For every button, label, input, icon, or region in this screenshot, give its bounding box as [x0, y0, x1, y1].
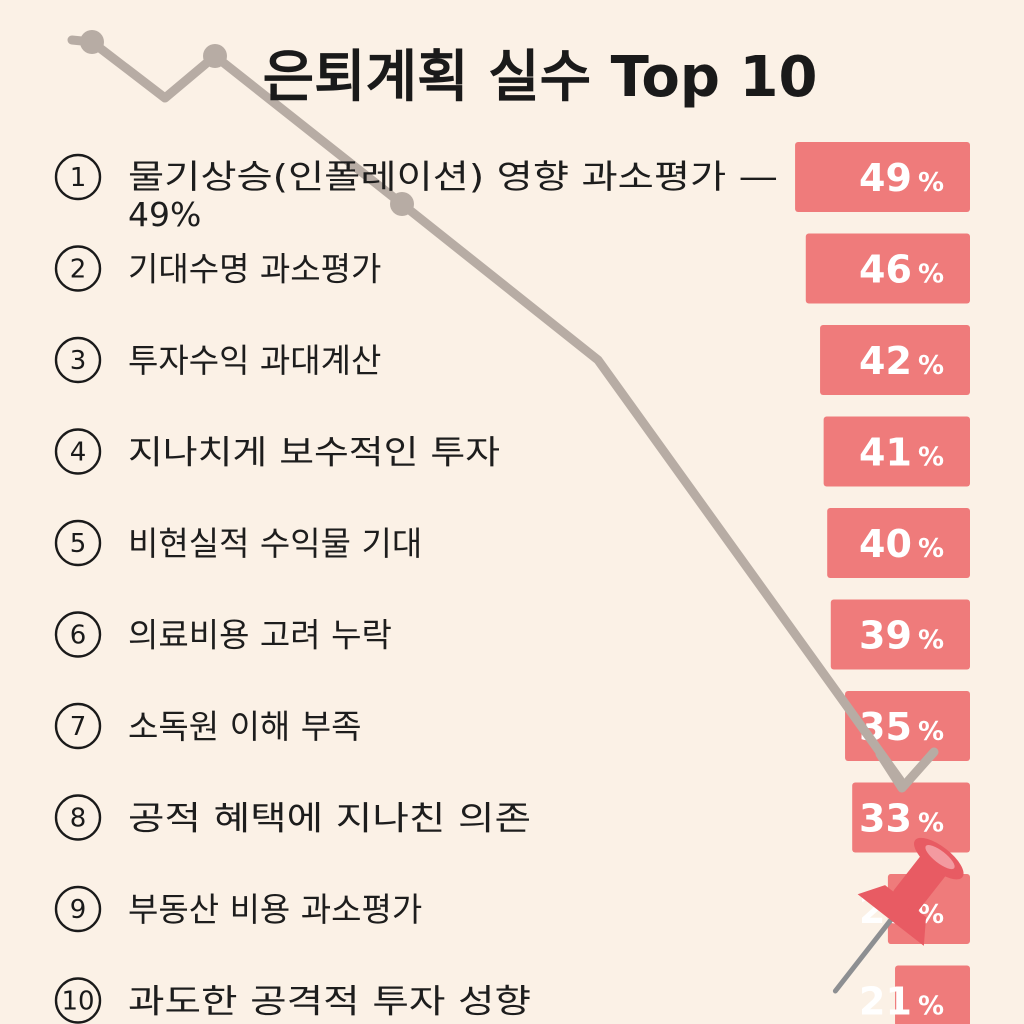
bar-1 — [795, 142, 970, 212]
rank-number-5: 5 — [70, 529, 87, 559]
category-label-5: 비현실적 수익물 기대 — [128, 524, 422, 563]
value-label-4: 41% — [859, 431, 944, 475]
bar-6 — [830, 599, 970, 670]
value-label-10: 21% — [859, 980, 944, 1024]
rank-badge-4 — [54, 428, 102, 475]
category-label-3: 투자수익 과대계산 — [128, 341, 381, 380]
category-label-10: 과도한 공격적 투자 성향 — [128, 982, 531, 1021]
rank-number-4: 4 — [70, 438, 87, 468]
category-label-2: 기대수명 과소평가 — [128, 250, 381, 289]
chart-title: 은퇴계획 실수 Top 10 — [263, 45, 818, 110]
rank-number-1: 1 — [70, 163, 87, 193]
bar-8 — [852, 782, 970, 853]
rank-number-9: 9 — [70, 895, 87, 925]
value-label-8: 33% — [859, 797, 944, 841]
bar-4 — [823, 416, 970, 487]
category-label-1-line2: 49% — [128, 195, 201, 234]
trend-arrow-icon — [67, 30, 939, 793]
value-label-1: 49% — [859, 156, 944, 200]
bar-5 — [827, 508, 970, 578]
rank-number-8: 8 — [70, 804, 87, 834]
rank-number-2: 2 — [70, 255, 87, 285]
bar-3 — [820, 325, 970, 395]
rank-badge-10 — [54, 977, 102, 1024]
bar-10 — [895, 965, 970, 1024]
value-label-5: 40% — [859, 522, 944, 566]
value-label-2: 46% — [859, 248, 944, 292]
rank-badge-7 — [54, 702, 102, 750]
category-label-6: 의료비용 고려 누락 — [128, 616, 392, 655]
category-label-1: 물기상승(인폴레이션) 영향 과소평가 — — [128, 157, 778, 196]
rank-badge-6 — [54, 611, 102, 658]
category-label-9: 부동산 비용 과소평가 — [128, 890, 422, 929]
rank-number-7: 7 — [70, 712, 87, 742]
rank-badge-8 — [54, 794, 102, 841]
bar-2 — [805, 233, 970, 304]
value-label-3: 42% — [859, 339, 944, 383]
rank-number-10: 10 — [61, 987, 94, 1017]
category-label-7: 소독원 이해 부족 — [128, 707, 362, 746]
rank-badge-9 — [54, 885, 102, 933]
rank-badge-3 — [54, 336, 102, 384]
rank-number-3: 3 — [70, 346, 87, 376]
category-label-8: 공적 혜택에 지나친 의존 — [128, 799, 531, 838]
rank-badge-1 — [54, 153, 102, 201]
rank-badge-5 — [54, 519, 102, 567]
push-pin-icon — [832, 837, 964, 994]
rank-number-6: 6 — [70, 621, 87, 651]
labels-layer: 1 물기상승(인폴레이션) 영향 과소평가 —49% 2 기대수명 과소평가 3 투자수익… — [54, 153, 778, 1024]
bars-layer: 49%46%42%41%40%39%35%33%23%21% — [795, 142, 970, 1024]
rank-badge-2 — [54, 245, 102, 292]
category-label-4: 지나치게 보수적인 투자 — [128, 433, 500, 472]
value-label-6: 39% — [859, 614, 944, 658]
